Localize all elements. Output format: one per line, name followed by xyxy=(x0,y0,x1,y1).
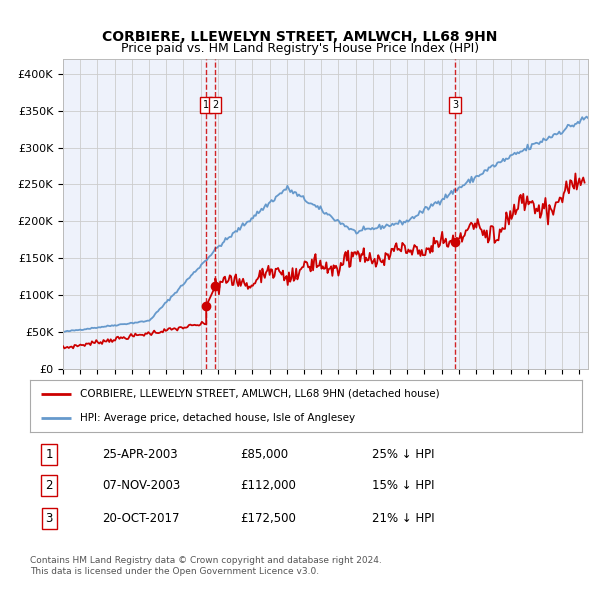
Text: 15% ↓ HPI: 15% ↓ HPI xyxy=(372,478,435,492)
Text: 3: 3 xyxy=(452,100,458,110)
Text: 25% ↓ HPI: 25% ↓ HPI xyxy=(372,448,435,461)
Text: CORBIERE, LLEWELYN STREET, AMLWCH, LL68 9HN (detached house): CORBIERE, LLEWELYN STREET, AMLWCH, LL68 … xyxy=(80,389,439,399)
Text: £172,500: £172,500 xyxy=(240,512,296,525)
Text: 25-APR-2003: 25-APR-2003 xyxy=(102,448,178,461)
Text: 2: 2 xyxy=(212,100,218,110)
Text: 07-NOV-2003: 07-NOV-2003 xyxy=(102,478,180,492)
Text: £112,000: £112,000 xyxy=(240,478,296,492)
Text: 3: 3 xyxy=(46,512,53,525)
Text: 21% ↓ HPI: 21% ↓ HPI xyxy=(372,512,435,525)
Text: Price paid vs. HM Land Registry's House Price Index (HPI): Price paid vs. HM Land Registry's House … xyxy=(121,42,479,55)
Text: HPI: Average price, detached house, Isle of Anglesey: HPI: Average price, detached house, Isle… xyxy=(80,413,355,423)
Text: 2: 2 xyxy=(46,478,53,492)
Text: 1: 1 xyxy=(203,100,209,110)
Text: £85,000: £85,000 xyxy=(240,448,288,461)
Text: Contains HM Land Registry data © Crown copyright and database right 2024.
This d: Contains HM Land Registry data © Crown c… xyxy=(30,556,382,576)
Text: CORBIERE, LLEWELYN STREET, AMLWCH, LL68 9HN: CORBIERE, LLEWELYN STREET, AMLWCH, LL68 … xyxy=(103,30,497,44)
Text: 1: 1 xyxy=(46,448,53,461)
Text: 20-OCT-2017: 20-OCT-2017 xyxy=(102,512,179,525)
